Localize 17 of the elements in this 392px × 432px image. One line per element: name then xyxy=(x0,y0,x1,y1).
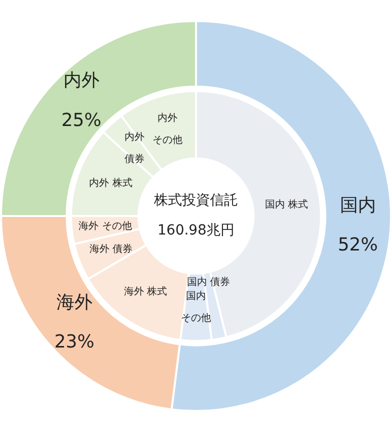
slice-label: 海外 xyxy=(56,292,92,314)
slice-label: 海外 債券 xyxy=(90,243,133,256)
slice-label: 国内 株式 xyxy=(264,198,308,210)
text: 160.98兆円 xyxy=(158,222,234,239)
slice-label: 国内 xyxy=(340,195,376,216)
slice-label: 内外 株式 xyxy=(89,176,132,189)
data-label: 23% xyxy=(54,332,94,353)
slice-label: 内外債券 xyxy=(124,131,145,166)
text: 株式投資信託 xyxy=(153,192,238,209)
slice-label: 海外 株式 xyxy=(124,286,168,298)
data-label: 52% xyxy=(338,234,378,256)
slice-label: 国内その他 xyxy=(181,290,211,324)
data-label: 25% xyxy=(61,110,102,131)
slice-label: 内外その他 xyxy=(152,112,182,146)
slice-label: 国内 債券 xyxy=(186,276,230,288)
slice-label: 海外 その他 xyxy=(78,220,132,232)
slice-label: 内外 xyxy=(63,70,100,92)
